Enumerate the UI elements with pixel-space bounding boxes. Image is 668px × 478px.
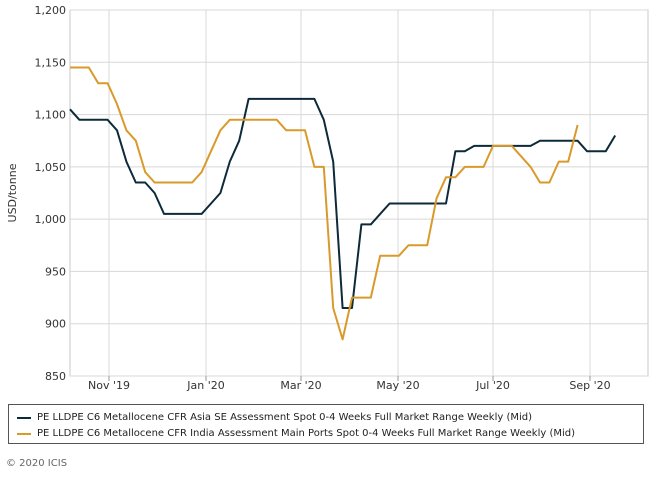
x-tick-label: Sep '20 [569,379,610,392]
y-axis-ticks: 850 900 950 1,000 1,050 1,100 1,150 1,200 [35,4,67,383]
y-tick-label: 1,100 [35,109,67,122]
y-tick-label: 1,200 [35,4,67,17]
x-axis-ticks: Nov '19 Jan '20 Mar '20 May '20 Jul '20 Sep '… [88,376,611,392]
series-line-india[interactable] [70,66,579,341]
plot-area [69,9,649,377]
x-tick-label: Nov '19 [88,379,130,392]
y-axis-title: USD/tonne [6,163,19,222]
copyright-text: © 2020 ICIS [6,458,68,469]
x-tick-label: Jul '20 [475,379,510,392]
legend-label-asia: PE LLDPE C6 Metallocene CFR Asia SE Asse… [37,412,532,423]
legend-label-india: PE LLDPE C6 Metallocene CFR India Assess… [37,428,575,439]
series-lines [69,66,617,341]
y-tick-label: 850 [45,370,66,383]
x-tick-label: May '20 [376,379,419,392]
legend-swatch-india [17,432,31,435]
grid-lines [70,9,648,377]
y-tick-label: 1,050 [35,161,67,174]
y-tick-label: 900 [45,318,66,331]
y-tick-label: 1,000 [35,213,67,226]
x-tick-label: Jan '20 [186,379,224,392]
y-tick-label: 950 [45,265,66,278]
legend: PE LLDPE C6 Metallocene CFR Asia SE Asse… [8,404,644,444]
legend-item-asia[interactable]: PE LLDPE C6 Metallocene CFR Asia SE Asse… [17,410,532,425]
series-line-asia[interactable] [69,97,617,309]
line-chart: 850 900 950 1,000 1,050 1,100 1,150 1,200 Nov '… [6,4,649,392]
x-tick-label: Mar '20 [280,379,321,392]
legend-swatch-asia [17,416,31,419]
legend-item-india[interactable]: PE LLDPE C6 Metallocene CFR India Assess… [17,426,575,441]
y-tick-label: 1,150 [35,56,67,69]
